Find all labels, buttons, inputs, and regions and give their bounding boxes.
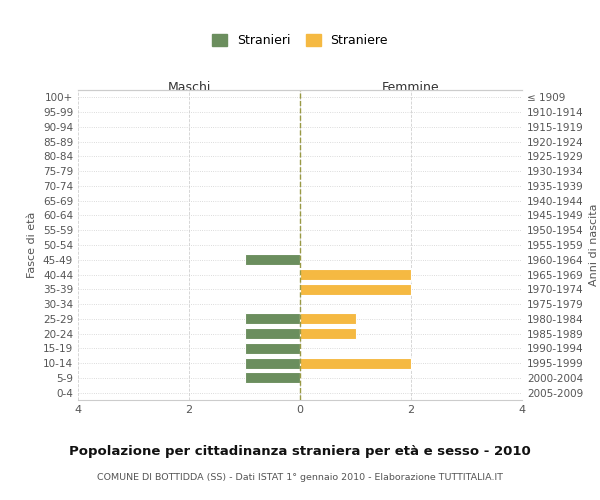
Y-axis label: Fasce di età: Fasce di età	[28, 212, 37, 278]
Bar	[300, 314, 355, 324]
Text: Maschi: Maschi	[167, 82, 211, 94]
Bar	[300, 358, 411, 368]
Bar	[300, 284, 411, 295]
Bar	[245, 328, 300, 339]
Text: Popolazione per cittadinanza straniera per età e sesso - 2010: Popolazione per cittadinanza straniera p…	[69, 445, 531, 458]
Bar	[245, 343, 300, 354]
Legend: Stranieri, Straniere: Stranieri, Straniere	[206, 28, 394, 54]
Bar	[245, 314, 300, 324]
Bar	[245, 372, 300, 384]
Bar	[300, 328, 355, 339]
Text: COMUNE DI BOTTIDDA (SS) - Dati ISTAT 1° gennaio 2010 - Elaborazione TUTTITALIA.I: COMUNE DI BOTTIDDA (SS) - Dati ISTAT 1° …	[97, 472, 503, 482]
Text: Femmine: Femmine	[382, 82, 440, 94]
Bar	[300, 269, 411, 280]
Bar	[245, 358, 300, 368]
Y-axis label: Anni di nascita: Anni di nascita	[589, 204, 599, 286]
Bar	[245, 254, 300, 266]
